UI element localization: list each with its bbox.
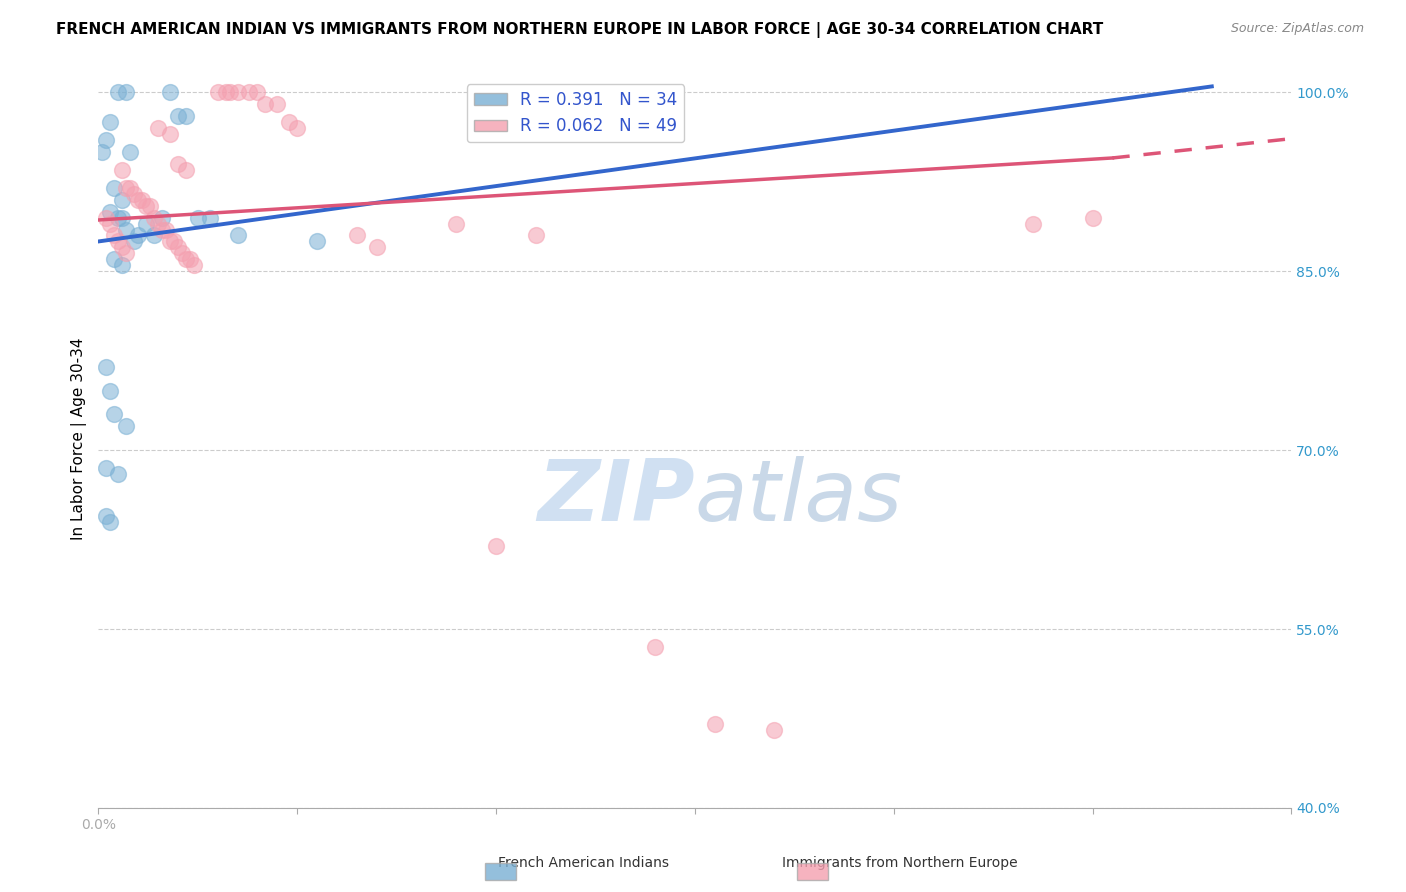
Point bbox=[218, 86, 240, 100]
Y-axis label: In Labor Force | Age 30-34: In Labor Force | Age 30-34 bbox=[72, 337, 87, 540]
Point bbox=[278, 115, 301, 129]
Point bbox=[485, 539, 508, 553]
Point bbox=[96, 359, 118, 374]
Point bbox=[103, 408, 125, 422]
Point bbox=[524, 228, 547, 243]
Point bbox=[120, 181, 142, 195]
Text: atlas: atlas bbox=[695, 456, 903, 539]
Text: Immigrants from Northern Europe: Immigrants from Northern Europe bbox=[782, 855, 1018, 870]
Point bbox=[346, 228, 368, 243]
Text: ZIP: ZIP bbox=[537, 456, 695, 539]
Point bbox=[163, 235, 186, 249]
Point bbox=[174, 109, 197, 123]
Point bbox=[98, 115, 121, 129]
Point bbox=[1022, 217, 1045, 231]
Point bbox=[167, 157, 190, 171]
Point bbox=[98, 515, 121, 529]
Point bbox=[174, 252, 197, 267]
Point bbox=[174, 162, 197, 177]
Point bbox=[96, 211, 118, 225]
Point bbox=[111, 211, 134, 225]
Point bbox=[226, 86, 249, 100]
Point bbox=[115, 86, 138, 100]
Point bbox=[139, 199, 162, 213]
Point bbox=[96, 508, 118, 523]
Point bbox=[207, 86, 229, 100]
Point bbox=[107, 467, 129, 481]
Point bbox=[146, 121, 169, 136]
Point bbox=[122, 186, 145, 201]
Point bbox=[96, 461, 118, 475]
Point bbox=[135, 199, 157, 213]
Point bbox=[107, 211, 129, 225]
Point bbox=[155, 222, 177, 236]
Point bbox=[115, 222, 138, 236]
Point bbox=[214, 86, 236, 100]
Point bbox=[98, 204, 121, 219]
Point bbox=[107, 235, 129, 249]
Point bbox=[96, 133, 118, 147]
Point bbox=[111, 240, 134, 254]
Point bbox=[266, 97, 288, 112]
Point bbox=[254, 97, 277, 112]
Point bbox=[366, 240, 388, 254]
Point bbox=[127, 228, 149, 243]
Point bbox=[179, 252, 201, 267]
Point bbox=[183, 258, 205, 272]
Point bbox=[146, 217, 169, 231]
Point bbox=[103, 228, 125, 243]
Point bbox=[150, 211, 173, 225]
Point bbox=[285, 121, 308, 136]
Point bbox=[127, 193, 149, 207]
Point bbox=[444, 217, 467, 231]
Point bbox=[644, 640, 666, 654]
Point bbox=[246, 86, 269, 100]
Point bbox=[167, 240, 190, 254]
Point bbox=[187, 211, 209, 225]
Point bbox=[703, 717, 725, 731]
Point bbox=[159, 235, 181, 249]
Text: FRENCH AMERICAN INDIAN VS IMMIGRANTS FROM NORTHERN EUROPE IN LABOR FORCE | AGE 3: FRENCH AMERICAN INDIAN VS IMMIGRANTS FRO… bbox=[56, 22, 1104, 38]
Point bbox=[150, 222, 173, 236]
Point bbox=[159, 127, 181, 141]
Point bbox=[143, 211, 166, 225]
Point bbox=[107, 86, 129, 100]
Point bbox=[111, 258, 134, 272]
Point bbox=[131, 193, 153, 207]
Point bbox=[98, 217, 121, 231]
Point bbox=[111, 193, 134, 207]
Point bbox=[98, 384, 121, 398]
Point bbox=[115, 181, 138, 195]
Point bbox=[135, 217, 157, 231]
Point bbox=[103, 181, 125, 195]
Point bbox=[763, 723, 786, 738]
Point bbox=[122, 235, 145, 249]
Point bbox=[115, 419, 138, 434]
Point bbox=[170, 246, 193, 260]
Point bbox=[167, 109, 190, 123]
Point bbox=[111, 162, 134, 177]
Point bbox=[143, 228, 166, 243]
Text: French American Indians: French American Indians bbox=[498, 855, 669, 870]
Point bbox=[159, 86, 181, 100]
Point bbox=[226, 228, 249, 243]
Text: Source: ZipAtlas.com: Source: ZipAtlas.com bbox=[1230, 22, 1364, 36]
Point bbox=[115, 246, 138, 260]
Point bbox=[120, 145, 142, 159]
Point bbox=[1081, 211, 1104, 225]
Point bbox=[238, 86, 260, 100]
Point bbox=[307, 235, 329, 249]
Legend: R = 0.391   N = 34, R = 0.062   N = 49: R = 0.391 N = 34, R = 0.062 N = 49 bbox=[467, 84, 685, 142]
Point bbox=[91, 145, 114, 159]
Point bbox=[198, 211, 221, 225]
Point bbox=[103, 252, 125, 267]
